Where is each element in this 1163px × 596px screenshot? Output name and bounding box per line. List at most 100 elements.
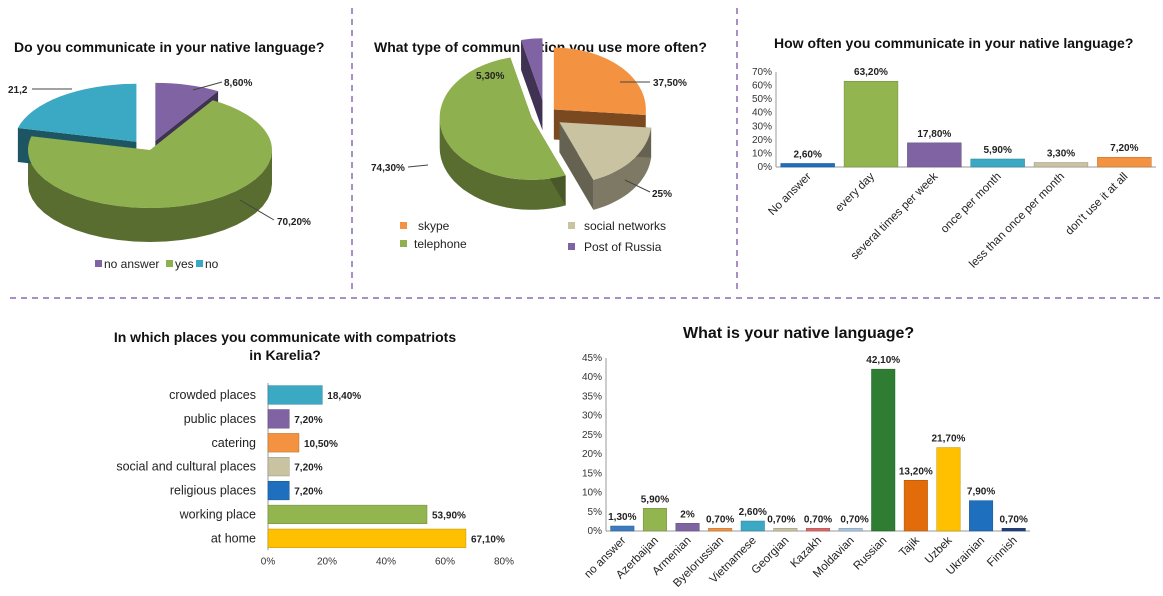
x-tick-label: 20% (317, 556, 337, 567)
pie-chart-communication-type: What type of communication you use more … (371, 38, 707, 254)
legend: skype social networks telephone Post of … (400, 219, 666, 254)
data-label-uzbek: 21,70% (932, 434, 966, 445)
y-tick-label-religious-places: religious places (170, 484, 256, 498)
bar-chart-native-language: What is your native language? 0% 5% 10% 15%… (582, 325, 1030, 590)
legend-swatch-post (568, 243, 575, 250)
x-tick-label-no-answer: No answer (766, 171, 813, 218)
bar-working-place (267, 504, 428, 525)
y-tick-label: 70% (752, 67, 772, 78)
pie-slice-cut-post-of-russia (521, 39, 543, 131)
data-label-post: 5,30% (476, 71, 504, 82)
x-tick-label: 80% (494, 556, 514, 567)
y-tick-label-working-place: working place (179, 507, 256, 521)
bar-no-answer (780, 163, 835, 168)
y-tick-label-at-home: at home (211, 531, 256, 545)
bar-at-home (267, 528, 467, 548)
pie-slice-side-social-networks (593, 127, 652, 210)
y-tick-label: 40% (752, 108, 772, 119)
chart-title-line2: in Karelia? (249, 347, 321, 363)
pie-slice-cut-social-networks (559, 122, 594, 210)
x-tick-label: 0% (261, 556, 276, 567)
data-label-ukrainian: 7,90% (967, 487, 995, 498)
data-label-no-answer: 2,60% (793, 149, 821, 160)
y-tick-label: 25% (582, 430, 602, 441)
legend-swatch-no-answer (95, 260, 102, 267)
y-tick-label: 5% (588, 507, 603, 518)
y-tick-label: 60% (752, 81, 772, 92)
bar-religious-places (267, 480, 290, 501)
pie-slice-no (17, 83, 137, 142)
legend-swatch-social-networks (568, 222, 575, 229)
data-label-don-t-use-it-at-all: 7,20% (1110, 143, 1138, 154)
y-tick-label: 0% (758, 162, 773, 173)
legend-label-yes: yes (175, 257, 194, 271)
bar-finnish (1001, 528, 1026, 532)
data-label-several-times-per-week: 17,80% (917, 129, 951, 140)
legend-swatch-skype (400, 222, 407, 229)
bar-moldavian (838, 528, 863, 532)
chart-title: What is your native language? (683, 325, 914, 342)
data-label-working-place: 53,90% (432, 510, 466, 521)
data-label-kazakh: 0,70% (804, 514, 832, 525)
bar-several-times-per-week (907, 142, 962, 168)
data-label-byelorussian: 0,70% (706, 514, 734, 525)
x-tick-label-tajik: Tajik (897, 534, 922, 559)
y-tick-label-crowded-places: crowded places (169, 388, 256, 402)
chart-title: How often you communicate in your native… (774, 35, 1133, 51)
data-label-vietnamese: 2,60% (739, 507, 767, 518)
data-label-moldavian: 0,70% (840, 514, 868, 525)
y-tick-label: 50% (752, 94, 772, 105)
y-tick-label: 30% (582, 411, 602, 422)
leader-line-no-answer (192, 81, 223, 91)
data-label-religious-places: 7,20% (294, 487, 322, 498)
y-tick-label: 10% (752, 148, 772, 159)
x-tick-label-russian: Russian (851, 535, 889, 573)
pie-slice-post-of-russia (521, 38, 543, 101)
y-tick-label: 45% (582, 353, 602, 364)
pie-slice-side-yes (28, 150, 272, 242)
pie-slice-no-answer (155, 82, 219, 141)
legend-label-post: Post of Russia (584, 240, 662, 254)
x-tick-label-don-t-use-it-at-all: don't use it at all (1063, 171, 1130, 238)
chart-title-line1: In which places you communicate with com… (114, 329, 457, 345)
x-tick-label-once-per-month: once per month (939, 171, 1004, 236)
bar-less-than-once-per-month (1033, 162, 1089, 168)
bar-kazakh (806, 528, 830, 532)
data-label-crowded-places: 18,40% (327, 391, 361, 402)
x-tick-label: 60% (435, 556, 455, 567)
data-label-no: 21,2 (8, 85, 28, 96)
data-label-tajik: 13,20% (899, 466, 933, 477)
data-label-less-than-once-per-month: 3,30% (1047, 149, 1075, 160)
bar-azerbaijan (642, 508, 667, 532)
bar-uzbek (936, 447, 961, 532)
legend-label-social-networks: social networks (584, 219, 666, 233)
legend-swatch-yes (166, 260, 173, 267)
legend-swatch-no (196, 260, 203, 267)
data-label-catering: 10,50% (304, 439, 338, 450)
y-tick-label: 30% (752, 121, 772, 132)
x-tick-label: 40% (376, 556, 396, 567)
leader-line-yes (239, 199, 275, 221)
bar-every-day (843, 80, 899, 168)
pie-slice-social-networks (559, 122, 652, 180)
bar-tajik (903, 480, 928, 532)
pie-chart-native-use: Do you communicate in your native langua… (8, 39, 324, 271)
y-tick-label: 20% (752, 135, 772, 146)
chart-title: Do you communicate in your native langua… (14, 39, 324, 55)
bar-armenian (675, 523, 700, 532)
bar-social-and-cultural-places (267, 457, 290, 477)
data-label-russian: 42,10% (866, 355, 900, 366)
legend-label-no: no (205, 257, 219, 271)
y-tick-label-public-places: public places (184, 412, 256, 426)
data-label-public-places: 7,20% (294, 415, 322, 426)
data-label-once-per-month: 5,90% (983, 145, 1011, 156)
bar-catering (267, 433, 300, 453)
bar-chart-frequency: How often you communicate in your native… (752, 35, 1156, 270)
bar-don-t-use-it-at-all (1097, 156, 1152, 168)
data-label-yes: 70,20% (277, 217, 311, 228)
x-tick-label-finnish: Finnish (985, 535, 1020, 570)
y-tick-label-social-and-cultural-places: social and cultural places (116, 460, 256, 474)
data-label-finnish: 0,70% (1000, 514, 1028, 525)
bar-russian (871, 368, 896, 532)
leader-line-social (624, 179, 651, 193)
